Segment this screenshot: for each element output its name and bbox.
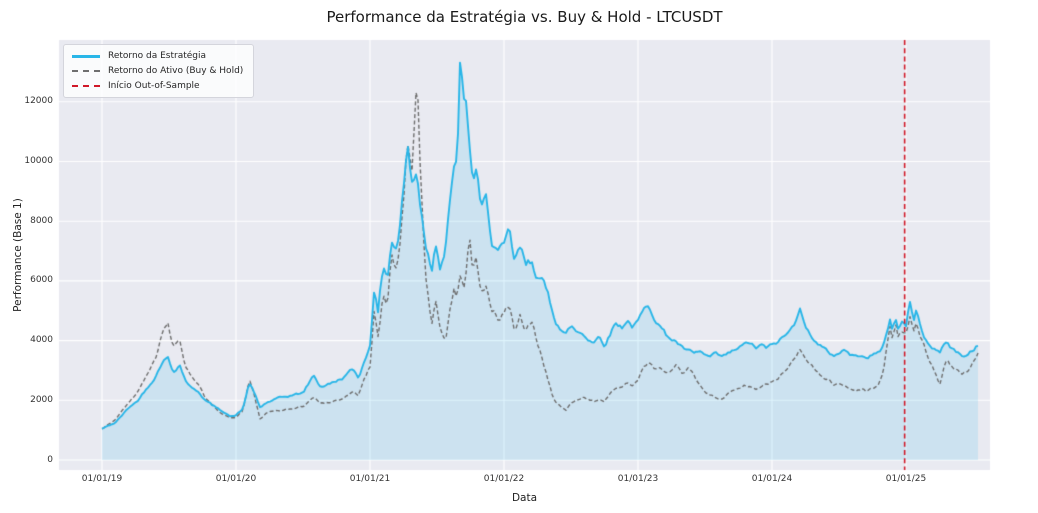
y-tick-0: 0 [47,454,53,465]
legend-label-strategy: Retorno da Estratégia [108,51,207,61]
y-tick-8000: 8000 [30,215,53,226]
y-tick-4000: 4000 [30,335,53,346]
buyhold-dashed-line-icon [72,70,100,72]
y-tick-10000: 10000 [24,156,53,166]
legend-item-strategy: Retorno da Estratégia [72,51,243,61]
strategy-line-icon [72,54,100,58]
y-tick-12000: 12000 [24,96,53,107]
legend: Retorno da Estratégia Retorno do Ativo (… [63,44,255,98]
x-tick-2021: 01/01/21 [349,474,391,484]
y-axis-label: Performance (Base 1) [12,198,24,312]
x-tick-2022: 01/01/22 [483,474,525,484]
x-tick-2024: 01/01/24 [751,474,793,484]
legend-item-buyhold: Retorno do Ativo (Buy & Hold) [72,66,243,76]
legend-label-oos: Início Out-of-Sample [108,81,200,91]
x-tick-2019: 01/01/19 [81,474,123,484]
chart-title: Performance da Estratégia vs. Buy & Hold… [326,8,723,26]
x-tick-2023: 01/01/23 [617,474,659,484]
legend-label-buyhold: Retorno do Ativo (Buy & Hold) [108,66,244,76]
x-tick-2020: 01/01/20 [215,474,257,484]
x-tick-2025: 01/01/25 [885,474,927,484]
x-axis-label: Data [511,492,538,504]
oos-dashed-line-icon [72,85,100,87]
y-tick-6000: 6000 [30,275,53,286]
legend-item-oos: Início Out-of-Sample [72,81,243,91]
y-tick-2000: 2000 [30,394,53,405]
